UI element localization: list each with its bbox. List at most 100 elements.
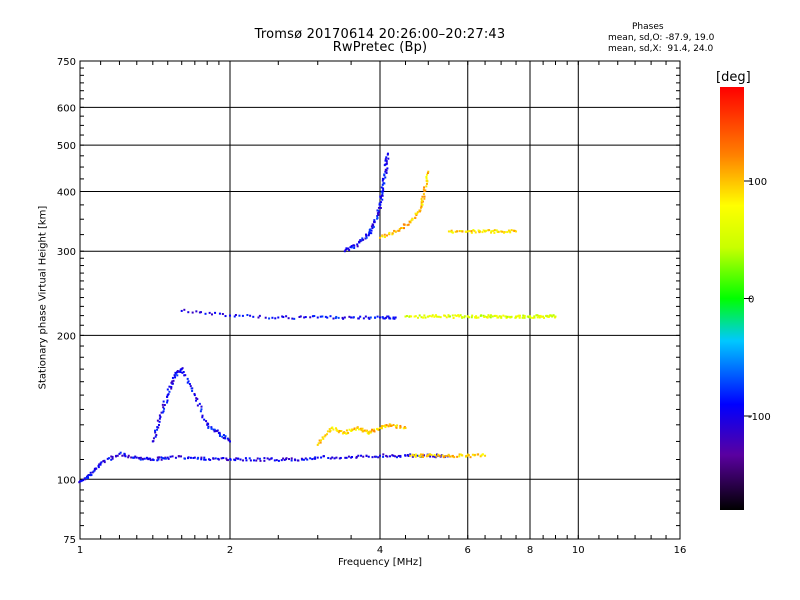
data-point [187, 456, 190, 459]
data-point [378, 202, 381, 205]
data-point [376, 428, 379, 431]
data-point [180, 455, 183, 458]
data-point [218, 431, 221, 434]
data-point [200, 456, 203, 459]
data-point [200, 408, 203, 411]
data-point [111, 455, 114, 458]
data-point [470, 231, 473, 234]
data-point [360, 454, 363, 457]
data-point [188, 382, 191, 385]
data-point [217, 458, 220, 461]
data-point [543, 316, 546, 319]
data-point [484, 229, 487, 232]
data-point [522, 314, 525, 317]
data-point [389, 317, 392, 320]
data-point [456, 230, 459, 233]
data-point [452, 316, 455, 319]
data-point [337, 316, 340, 319]
data-point [396, 424, 399, 427]
data-point [421, 453, 424, 456]
data-point [162, 406, 165, 409]
data-point [488, 315, 491, 318]
data-point [506, 315, 509, 318]
data-point [203, 458, 206, 461]
data-point [471, 453, 474, 456]
data-point [473, 316, 476, 319]
data-point [316, 443, 319, 446]
data-point [463, 316, 466, 319]
data-point [451, 454, 454, 457]
data-point [424, 189, 427, 192]
data-point [193, 456, 196, 459]
data-point [293, 317, 296, 320]
data-point [207, 426, 210, 429]
data-point [197, 456, 200, 459]
data-point [255, 459, 258, 462]
data-point [471, 314, 474, 317]
data-point [392, 423, 395, 426]
data-point [119, 451, 122, 454]
data-point [517, 314, 520, 317]
data-point [107, 457, 110, 460]
data-point [357, 454, 360, 457]
data-point [174, 371, 177, 374]
x-tick-label: 4 [377, 545, 383, 556]
data-point [178, 370, 181, 373]
data-point [359, 315, 362, 318]
data-point [393, 317, 396, 320]
data-point [139, 456, 142, 459]
data-point [326, 433, 329, 436]
data-point [171, 380, 174, 383]
data-point [503, 231, 506, 234]
data-point [116, 454, 119, 457]
data-point [132, 456, 135, 459]
data-point [237, 457, 240, 460]
data-point [398, 227, 401, 230]
data-point [210, 313, 213, 316]
data-point [387, 157, 390, 160]
data-point [458, 230, 461, 233]
data-point [365, 454, 368, 457]
data-point [401, 227, 404, 230]
data-point [176, 369, 179, 372]
data-point [259, 459, 262, 462]
x-tick-labels: 1 2 4 6 8 10 16 [77, 545, 687, 556]
data-point [549, 314, 552, 317]
data-point [161, 457, 164, 460]
data-point [371, 428, 374, 431]
data-point [529, 316, 532, 319]
data-point [352, 316, 355, 319]
data-point [184, 374, 187, 377]
data-point [422, 193, 425, 196]
data-point [277, 459, 280, 462]
data-point [513, 230, 516, 233]
data-point [507, 315, 510, 318]
data-point [179, 369, 182, 372]
data-point [145, 456, 148, 459]
data-point [339, 430, 342, 433]
data-point [403, 223, 406, 226]
data-point [370, 430, 373, 433]
data-point [539, 314, 542, 317]
data-point [389, 455, 392, 458]
data-point [371, 227, 374, 230]
data-point [377, 456, 380, 459]
data-point [387, 425, 390, 428]
data-point [172, 379, 175, 382]
data-point [328, 428, 331, 431]
data-point [191, 311, 194, 314]
data-point [168, 390, 171, 393]
data-point [385, 454, 388, 457]
data-point [379, 316, 381, 319]
data-point [404, 315, 407, 318]
data-point [531, 316, 534, 319]
data-point [221, 313, 224, 316]
y-tick-label: 500 [57, 141, 76, 152]
axis-ticks [79, 60, 681, 540]
data-point [474, 231, 477, 234]
data-point [229, 457, 232, 460]
data-point [373, 455, 376, 458]
data-point [408, 220, 411, 223]
data-point [139, 458, 142, 461]
data-point [186, 377, 189, 380]
